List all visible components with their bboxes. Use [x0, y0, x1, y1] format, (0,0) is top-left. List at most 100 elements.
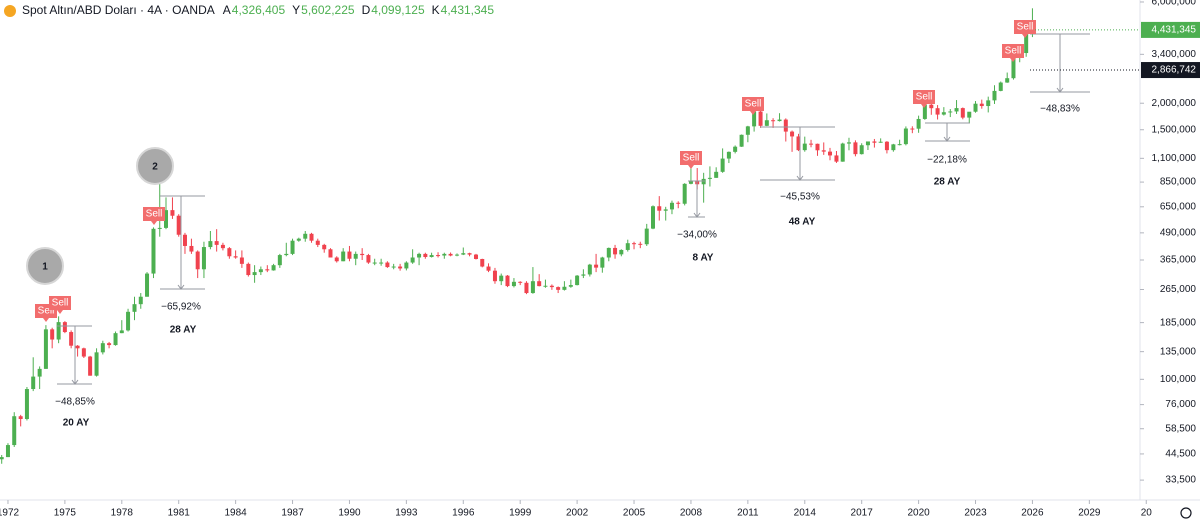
candle-body — [758, 111, 763, 126]
sell-tag — [1002, 44, 1024, 62]
candle-body — [556, 287, 561, 290]
candle-body — [360, 253, 365, 256]
candle-body — [897, 144, 902, 146]
x-tick-label: 2029 — [1078, 508, 1101, 519]
candle-body — [56, 322, 61, 340]
candle-body — [613, 247, 618, 255]
candle-body — [783, 119, 788, 132]
candle-body — [436, 255, 441, 257]
candle-body — [840, 143, 845, 162]
settings-icon[interactable] — [1180, 507, 1192, 519]
candle-body — [726, 151, 731, 159]
candle-body — [214, 241, 219, 245]
marker-circle — [26, 247, 64, 285]
candle-body — [663, 209, 668, 211]
candle-body — [24, 389, 29, 420]
y-tick-label: 1,100,000 — [1152, 153, 1197, 164]
candle-body — [960, 108, 965, 118]
candle-body — [347, 251, 352, 259]
candle-body — [0, 457, 4, 460]
candle-body — [998, 82, 1003, 91]
last-price-label: 4,431,345 — [1152, 25, 1197, 36]
measure-arrowhead — [943, 136, 951, 142]
candle-body — [372, 262, 377, 264]
candle-body — [182, 234, 187, 246]
candle-body — [973, 103, 978, 112]
ohlc-label: D — [362, 3, 371, 17]
candle-body — [252, 272, 257, 276]
measure-label: −48,83% — [1040, 104, 1080, 115]
candle-body — [916, 118, 921, 129]
x-tick-label: 2023 — [964, 508, 987, 519]
candle-body — [246, 263, 251, 276]
candle-body — [442, 253, 447, 256]
ohlc-label: K — [432, 3, 440, 17]
x-tick-label: 1999 — [509, 508, 532, 519]
candle-body — [954, 108, 959, 112]
candle-body — [853, 142, 858, 155]
candle-body — [334, 257, 339, 262]
x-tick-label: 2008 — [680, 508, 703, 519]
y-tick-label: 44,500 — [1165, 449, 1196, 460]
candle-body — [625, 243, 630, 250]
ohlc-value: 4,326,405 — [232, 3, 286, 17]
candle-body — [88, 356, 93, 376]
candle-body — [505, 275, 510, 287]
candle-body — [43, 329, 48, 369]
candle-body — [821, 150, 826, 152]
candle-body — [480, 258, 485, 267]
y-tick-label: 265,000 — [1160, 284, 1197, 295]
y-tick-label: 3,400,000 — [1152, 49, 1197, 60]
candle-body — [379, 262, 384, 264]
measure-arrowhead — [796, 175, 804, 181]
candle-body — [322, 244, 327, 250]
candle-body — [796, 136, 801, 151]
candle-body — [790, 131, 795, 137]
candle-body — [126, 311, 131, 331]
candle-body — [777, 119, 782, 122]
candle-body — [309, 233, 314, 241]
candle-body — [714, 171, 719, 178]
candle-body — [562, 286, 567, 290]
candle-body — [429, 255, 434, 258]
marker-number: 1 — [42, 262, 48, 273]
ohlc-value: 4,099,125 — [371, 3, 425, 17]
candle-body — [12, 416, 17, 446]
candle-body — [296, 238, 301, 241]
duration-label: 28 AY — [934, 177, 961, 188]
candle-body — [201, 247, 206, 270]
candle-body — [922, 104, 927, 119]
candle-body — [651, 206, 656, 229]
candle-body — [688, 180, 693, 184]
candle-body — [81, 348, 86, 357]
marker-circle — [136, 147, 174, 185]
candle-body — [284, 253, 289, 256]
sell-tag — [143, 207, 165, 225]
marker-price-box — [1141, 62, 1200, 79]
sell-tag-label: Sell — [1005, 46, 1022, 57]
candle-body — [518, 281, 523, 283]
x-tick-label: 1981 — [168, 508, 191, 519]
y-tick-label: 850,000 — [1160, 177, 1197, 188]
y-tick-label: 490,000 — [1160, 227, 1197, 238]
x-tick-label: 1972 — [0, 508, 20, 519]
candle-body — [707, 177, 712, 179]
candle-body — [575, 275, 580, 286]
candle-body — [644, 228, 649, 245]
candle-body — [568, 285, 573, 287]
candle-body — [884, 141, 889, 151]
candle-body — [303, 233, 308, 239]
candle-body — [18, 416, 23, 420]
candle-body — [423, 253, 428, 258]
candle-body — [986, 100, 991, 107]
candle-body — [31, 376, 36, 390]
candle-body — [492, 270, 497, 282]
candle-body — [828, 151, 833, 156]
candle-body — [1005, 78, 1010, 83]
candle-body — [195, 251, 200, 270]
sell-tag — [913, 90, 935, 108]
candle-body — [802, 143, 807, 151]
candle-body — [227, 248, 232, 257]
